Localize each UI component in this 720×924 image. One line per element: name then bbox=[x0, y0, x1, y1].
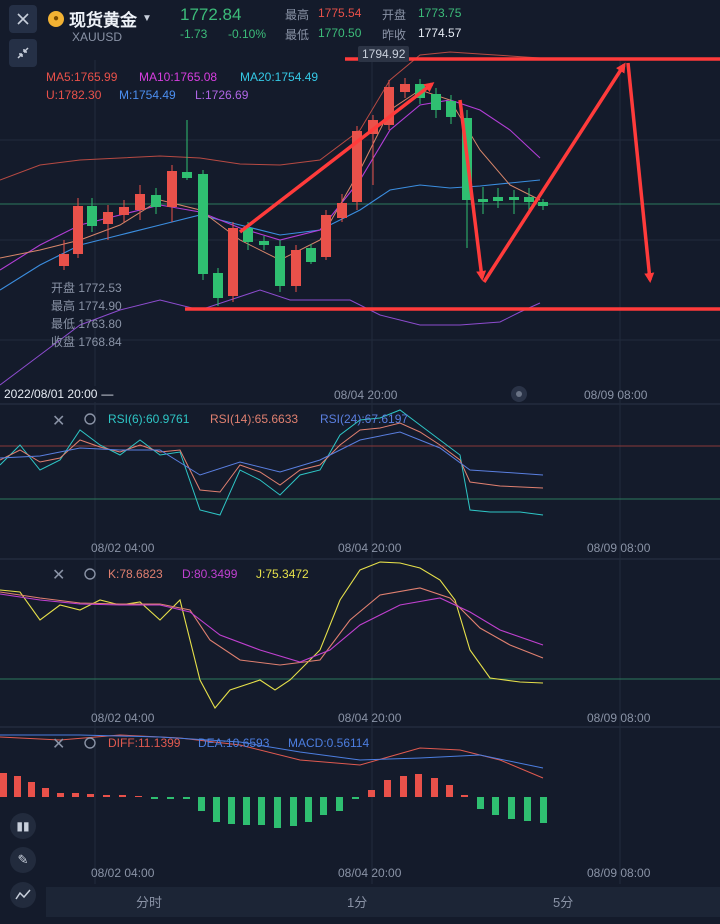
kdj-time-2: 08/04 20:00 bbox=[338, 711, 402, 725]
tab-1min[interactable]: 1分 bbox=[347, 895, 368, 910]
line-chart-icon bbox=[15, 889, 31, 900]
kdj-j-label: J:75.3472 bbox=[256, 567, 309, 581]
macd-time-1: 08/02 04:00 bbox=[91, 866, 155, 880]
boll-mid-label: M:1754.49 bbox=[119, 88, 176, 102]
pencil-icon: ✎ bbox=[17, 852, 29, 867]
cursor-time-tag: 2022/08/01 20:00— bbox=[0, 386, 118, 402]
symbol-code: XAUUSD bbox=[72, 30, 123, 44]
ohlc-high: 最高 1774.90 bbox=[51, 299, 122, 313]
kdj-close-button[interactable]: ✕ bbox=[52, 567, 66, 584]
price-change: -1.73 bbox=[180, 27, 208, 41]
ma20-label: MA20:1754.49 bbox=[240, 70, 319, 84]
low-value: 1770.50 bbox=[318, 26, 362, 40]
symbol-selector[interactable]: ● 现货黄金 ▼ bbox=[48, 6, 152, 31]
last-price: 1772.84 bbox=[180, 5, 242, 24]
macd-dea-label: DEA:10.6593 bbox=[198, 736, 270, 750]
peak-price-tag: 1794.92 bbox=[358, 46, 410, 62]
low-label: 最低 bbox=[285, 28, 310, 42]
kdj-d-label: D:80.3499 bbox=[182, 567, 238, 581]
period-tab-bar bbox=[46, 887, 720, 917]
draw-tool-button[interactable]: ✎ bbox=[10, 847, 36, 873]
macd-time-3: 08/09 08:00 bbox=[587, 866, 651, 880]
prev-close-value: 1774.57 bbox=[418, 26, 462, 40]
boll-lower-label: L:1726.69 bbox=[195, 88, 249, 102]
boll-upper-label: U:1782.30 bbox=[46, 88, 102, 102]
rsi-time-2: 08/04 20:00 bbox=[338, 541, 402, 555]
candlestick-icon: ▮▮ bbox=[16, 819, 30, 833]
rsi-time-3: 08/09 08:00 bbox=[587, 541, 651, 555]
kdj-time-1: 08/02 04:00 bbox=[91, 711, 155, 725]
chevron-down-icon: ▼ bbox=[142, 13, 152, 24]
rsi6-label: RSI(6):60.9761 bbox=[108, 412, 190, 426]
rsi24-label: RSI(24):67.6197 bbox=[320, 412, 409, 426]
candle-style-button[interactable]: ▮▮ bbox=[10, 813, 36, 839]
tab-timeshare[interactable]: 分时 bbox=[136, 895, 163, 910]
shrink-icon bbox=[17, 47, 29, 59]
ohlc-low: 最低 1763.80 bbox=[51, 317, 122, 331]
close-button[interactable] bbox=[9, 5, 37, 33]
indicator-button[interactable] bbox=[10, 882, 36, 908]
ma5-label: MA5:1765.99 bbox=[46, 70, 118, 84]
open-label: 开盘 bbox=[382, 8, 407, 22]
kdj-k-label: K:78.6823 bbox=[108, 567, 163, 581]
ohlc-close: 收盘 1768.84 bbox=[51, 335, 122, 349]
main-time-1: 08/04 20:00 bbox=[334, 388, 398, 402]
annotation-overlay bbox=[185, 57, 720, 311]
gold-icon: ● bbox=[48, 10, 64, 27]
macd-histogram bbox=[0, 773, 547, 828]
close-icon bbox=[17, 13, 29, 25]
high-label: 最高 bbox=[285, 8, 310, 22]
macd-close-button[interactable]: ✕ bbox=[52, 736, 66, 753]
tab-5min[interactable]: 5分 bbox=[553, 895, 574, 910]
rsi14-label: RSI(14):65.6633 bbox=[210, 412, 299, 426]
rsi-close-button[interactable]: ✕ bbox=[52, 413, 66, 430]
cursor-time: 2022/08/01 20:00 bbox=[4, 387, 98, 401]
collapse-button[interactable] bbox=[9, 39, 37, 67]
symbol-name: 现货黄金 bbox=[69, 11, 137, 30]
open-value: 1773.75 bbox=[418, 6, 462, 20]
macd-time-2: 08/04 20:00 bbox=[338, 866, 402, 880]
prev-close-label: 昨收 bbox=[382, 28, 407, 42]
ma10-label: MA10:1765.08 bbox=[139, 70, 218, 84]
macd-value-label: MACD:0.56114 bbox=[288, 736, 370, 750]
high-value: 1775.54 bbox=[318, 6, 362, 20]
rsi-time-1: 08/02 04:00 bbox=[91, 541, 155, 555]
candles bbox=[59, 78, 548, 306]
kdj-time-3: 08/09 08:00 bbox=[587, 711, 651, 725]
price-change-pct: -0.10% bbox=[228, 27, 267, 41]
main-time-2: 08/09 08:00 bbox=[584, 388, 648, 402]
ohlc-open: 开盘 1772.53 bbox=[51, 281, 122, 295]
macd-diff-label: DIFF:11.1399 bbox=[108, 736, 181, 750]
